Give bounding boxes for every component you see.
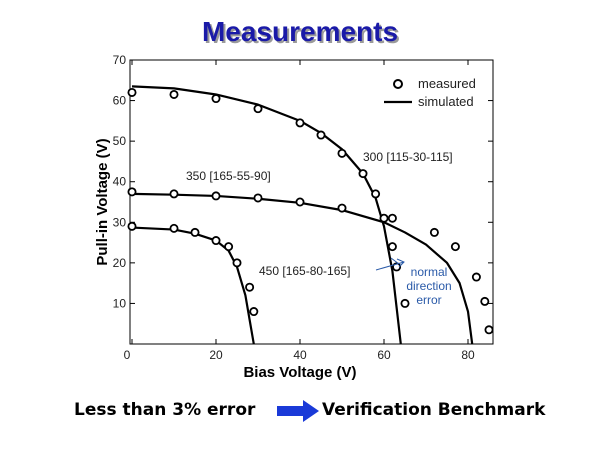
x-tick-label: 60 (377, 348, 391, 362)
measured-point (400, 298, 410, 308)
y-tick-label: 40 (113, 175, 127, 189)
plot-axes: 10 20 30 40 50 60 70 0 20 40 60 80 Bias Voltage (V) P… (94, 53, 494, 381)
simulated-line-2 (131, 226, 255, 345)
annotation-300: 300 [115-30-115] (363, 150, 453, 164)
measured-point (450, 242, 460, 252)
x-tick-label: 0 (124, 348, 131, 362)
x-tick-label: 20 (209, 348, 223, 362)
measured-point (245, 282, 255, 292)
slide-title: Measurements (201, 16, 399, 47)
error-tick-mark (390, 257, 400, 265)
footer-right-text: Verification Benchmark (322, 400, 546, 420)
measured-point (127, 221, 137, 231)
annotation-normal-error-line: direction (406, 279, 451, 293)
y-tick-label: 20 (113, 256, 127, 270)
y-axis-label: Pull-in Voltage (V) (94, 138, 111, 265)
measured-point (480, 296, 490, 306)
measured-point (211, 94, 221, 104)
measured-point (169, 189, 179, 199)
chart-marks (127, 85, 494, 345)
right-arrow-icon (277, 400, 319, 422)
measured-point (211, 236, 221, 246)
y-tick-label: 10 (113, 296, 127, 310)
y-tick-label: 60 (113, 94, 127, 108)
x-axis-label: Bias Voltage (V) (243, 364, 356, 381)
measured-point (387, 213, 397, 223)
measured-point (358, 169, 368, 179)
measured-point (169, 89, 179, 99)
measured-point (211, 191, 221, 201)
legend-simulated-label: simulated (418, 94, 474, 109)
measured-point (190, 227, 200, 237)
measured-point (387, 242, 397, 252)
error-pointer-line (375, 261, 405, 271)
measured-point (253, 104, 263, 114)
error-pointer-head (396, 258, 405, 268)
measured-point (295, 197, 305, 207)
x-tick-label: 40 (293, 348, 307, 362)
measured-point (484, 325, 494, 335)
chart-annotations: 300 [115-30-115] 350 [165-55-90] 450 [165-… (186, 150, 453, 307)
measured-point (169, 223, 179, 233)
legend-measured-label: measured (418, 76, 476, 91)
chart-legend: measured simulated (384, 76, 476, 109)
measured-point (429, 227, 439, 237)
measured-point (379, 213, 389, 223)
y-tick-label: 30 (113, 215, 127, 229)
annotation-350: 350 [165-55-90] (186, 169, 271, 183)
measured-point (471, 272, 481, 282)
x-tick-label: 80 (461, 348, 475, 362)
measured-point (371, 189, 381, 199)
annotation-normal-error-line: normal (411, 265, 448, 279)
footer-left-text: Less than 3% error (74, 400, 256, 420)
measured-point (253, 193, 263, 203)
y-tick-label: 70 (113, 53, 127, 67)
y-tick-label: 50 (113, 134, 127, 148)
annotation-450: 450 [165-80-165] (259, 264, 350, 278)
measured-point (337, 148, 347, 158)
measured-point (249, 307, 259, 317)
measured-point (232, 258, 242, 268)
annotation-normal-error-line: error (416, 293, 441, 307)
legend-measured-marker (393, 79, 403, 89)
measured-point (127, 187, 137, 197)
measured-point (316, 130, 326, 140)
measured-point (224, 242, 234, 252)
plot-frame (129, 59, 494, 345)
measured-point (127, 87, 137, 97)
measured-point (337, 203, 347, 213)
measured-point (295, 118, 305, 128)
